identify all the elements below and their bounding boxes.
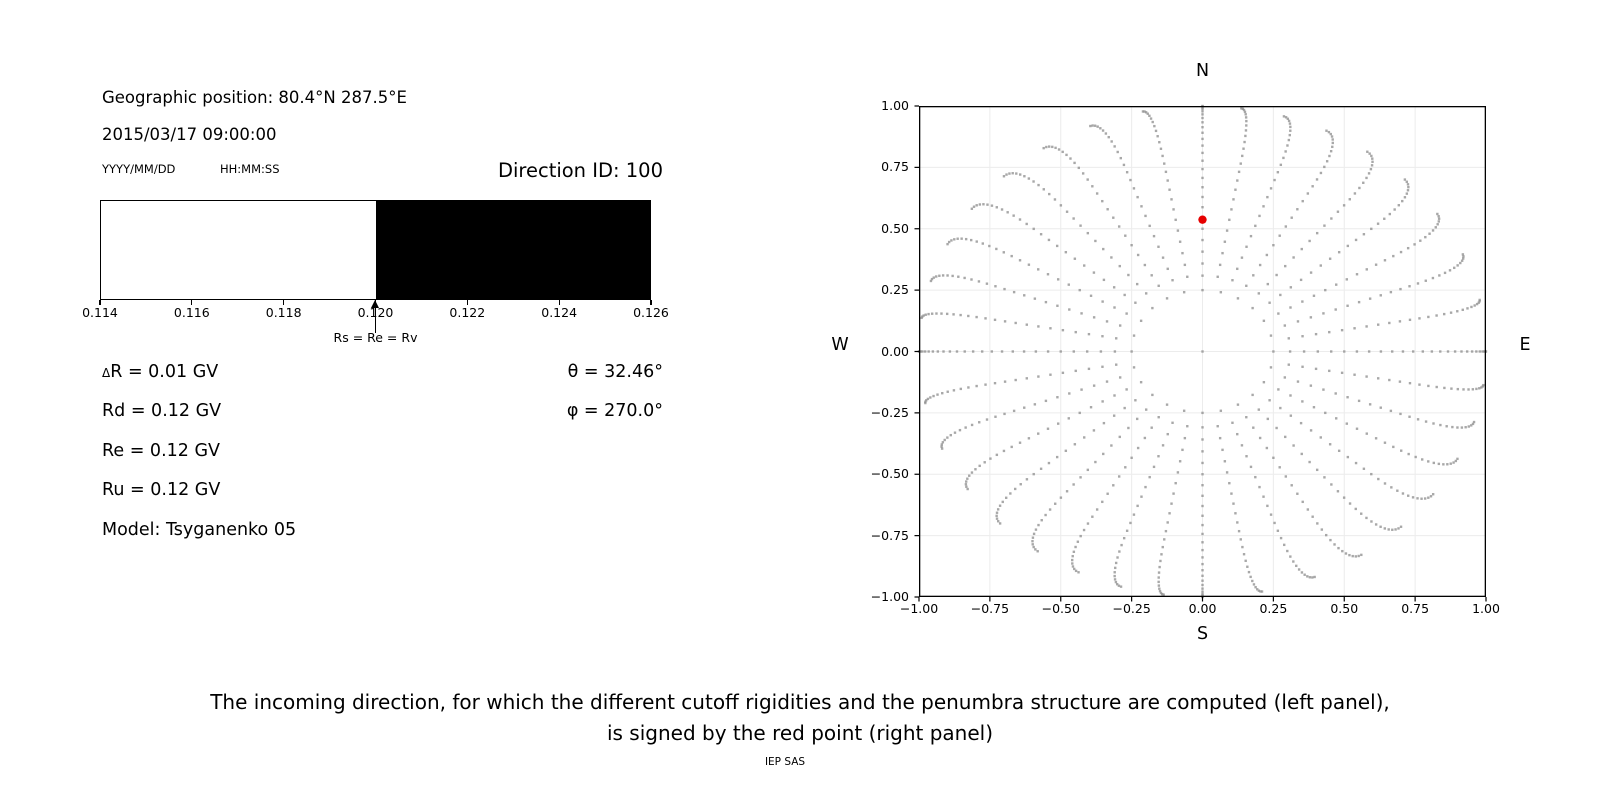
tick-mark: [191, 300, 193, 305]
tick-label: 0.75: [881, 159, 909, 175]
re-value: Re = 0.12 GV: [102, 441, 220, 461]
tick-label: 0.00: [881, 343, 909, 359]
tick-label: 0.50: [881, 220, 909, 236]
delta-r-rest: R = 0.01 GV: [110, 362, 219, 382]
theta-value: θ = 32.46°: [567, 362, 663, 382]
compass-label-north: N: [1195, 61, 1210, 81]
cutoff-arrow: [375, 303, 377, 333]
date-format-label: YYYY/MM/DD: [102, 162, 176, 176]
tick-label: −0.25: [870, 404, 909, 420]
tick-label: 0.122: [449, 305, 486, 320]
compass-label-south: S: [1196, 624, 1209, 644]
plot-spines: [918, 105, 1487, 598]
compass-label-west: W: [831, 335, 849, 355]
direction-map-chart: [914, 104, 1488, 602]
caption-line1: The incoming direction, for which the di…: [210, 690, 1390, 714]
compass-label-east: E: [1519, 335, 1531, 355]
tick-label: 0.126: [633, 305, 669, 320]
caption-line2: is signed by the red point (right panel): [606, 721, 994, 745]
tick-label: 0.00: [1188, 601, 1217, 616]
tick-label: 1.00: [1472, 601, 1500, 616]
direction-map-yticklabels: 1.00 0.75 0.50 0.25 0.00 −0.25 −0.50 −0.75 −1.00: [839, 98, 909, 604]
cutoff-arrowhead-icon: [371, 300, 379, 308]
tick-label: 0.25: [881, 282, 909, 298]
tick-mark: [99, 300, 101, 305]
credit-text: IEP SAS: [764, 756, 806, 768]
tick-label: −0.75: [870, 527, 909, 543]
red-incoming-direction-point: [1198, 215, 1207, 224]
cutoff-annotation: Rs = Re = Rv: [333, 330, 418, 345]
model-value: Model: Tsyganenko 05: [102, 520, 297, 540]
tick-label: 0.25: [1259, 601, 1288, 616]
time-format-label: HH:MM:SS: [220, 162, 280, 176]
tick-label: 0.75: [1401, 601, 1430, 616]
datetime-text: 2015/03/17 09:00:00: [102, 125, 277, 144]
rd-value: Rd = 0.12 GV: [102, 401, 222, 421]
tick-mark: [283, 300, 285, 305]
tick-label: 0.114: [82, 305, 118, 320]
direction-map-xticklabels: −1.00 −0.75 −0.50 −0.25 0.00 0.25 0.50 0.75 1.00: [900, 601, 1500, 617]
penumbra-strip-chart: [100, 200, 651, 300]
tick-label: 0.50: [1330, 601, 1359, 616]
tick-label: −1.00: [899, 601, 939, 616]
penumbra-segment-allowed: [101, 201, 376, 299]
penumbra-segment-forbidden: [375, 201, 650, 299]
tick-label: −0.25: [1112, 601, 1151, 616]
phi-value: φ = 270.0°: [566, 401, 663, 421]
tick-label: 1.00: [881, 98, 909, 113]
direction-id-text: Direction ID: 100: [497, 159, 663, 182]
delta-r-value: ΔR = 0.01 GV: [102, 362, 218, 382]
ru-value: Ru = 0.12 GV: [102, 480, 221, 500]
tick-label: 0.118: [265, 305, 302, 320]
geographic-position-text: Geographic position: 80.4°N 287.5°E: [102, 88, 407, 107]
tick-label: 0.124: [541, 305, 578, 320]
tick-label: −0.50: [870, 466, 909, 482]
tick-mark: [558, 300, 560, 305]
delta-symbol: Δ: [102, 366, 111, 380]
tick-mark: [650, 300, 652, 305]
asymptotic-direction-dots: [917, 104, 1488, 599]
tick-label: −0.75: [970, 601, 1010, 616]
tick-mark: [466, 300, 468, 305]
tick-label: −1.00: [870, 589, 909, 604]
tick-label: 0.116: [173, 305, 210, 320]
tick-label: −0.50: [1041, 601, 1080, 616]
direction-map-plot-area: [914, 104, 1488, 602]
